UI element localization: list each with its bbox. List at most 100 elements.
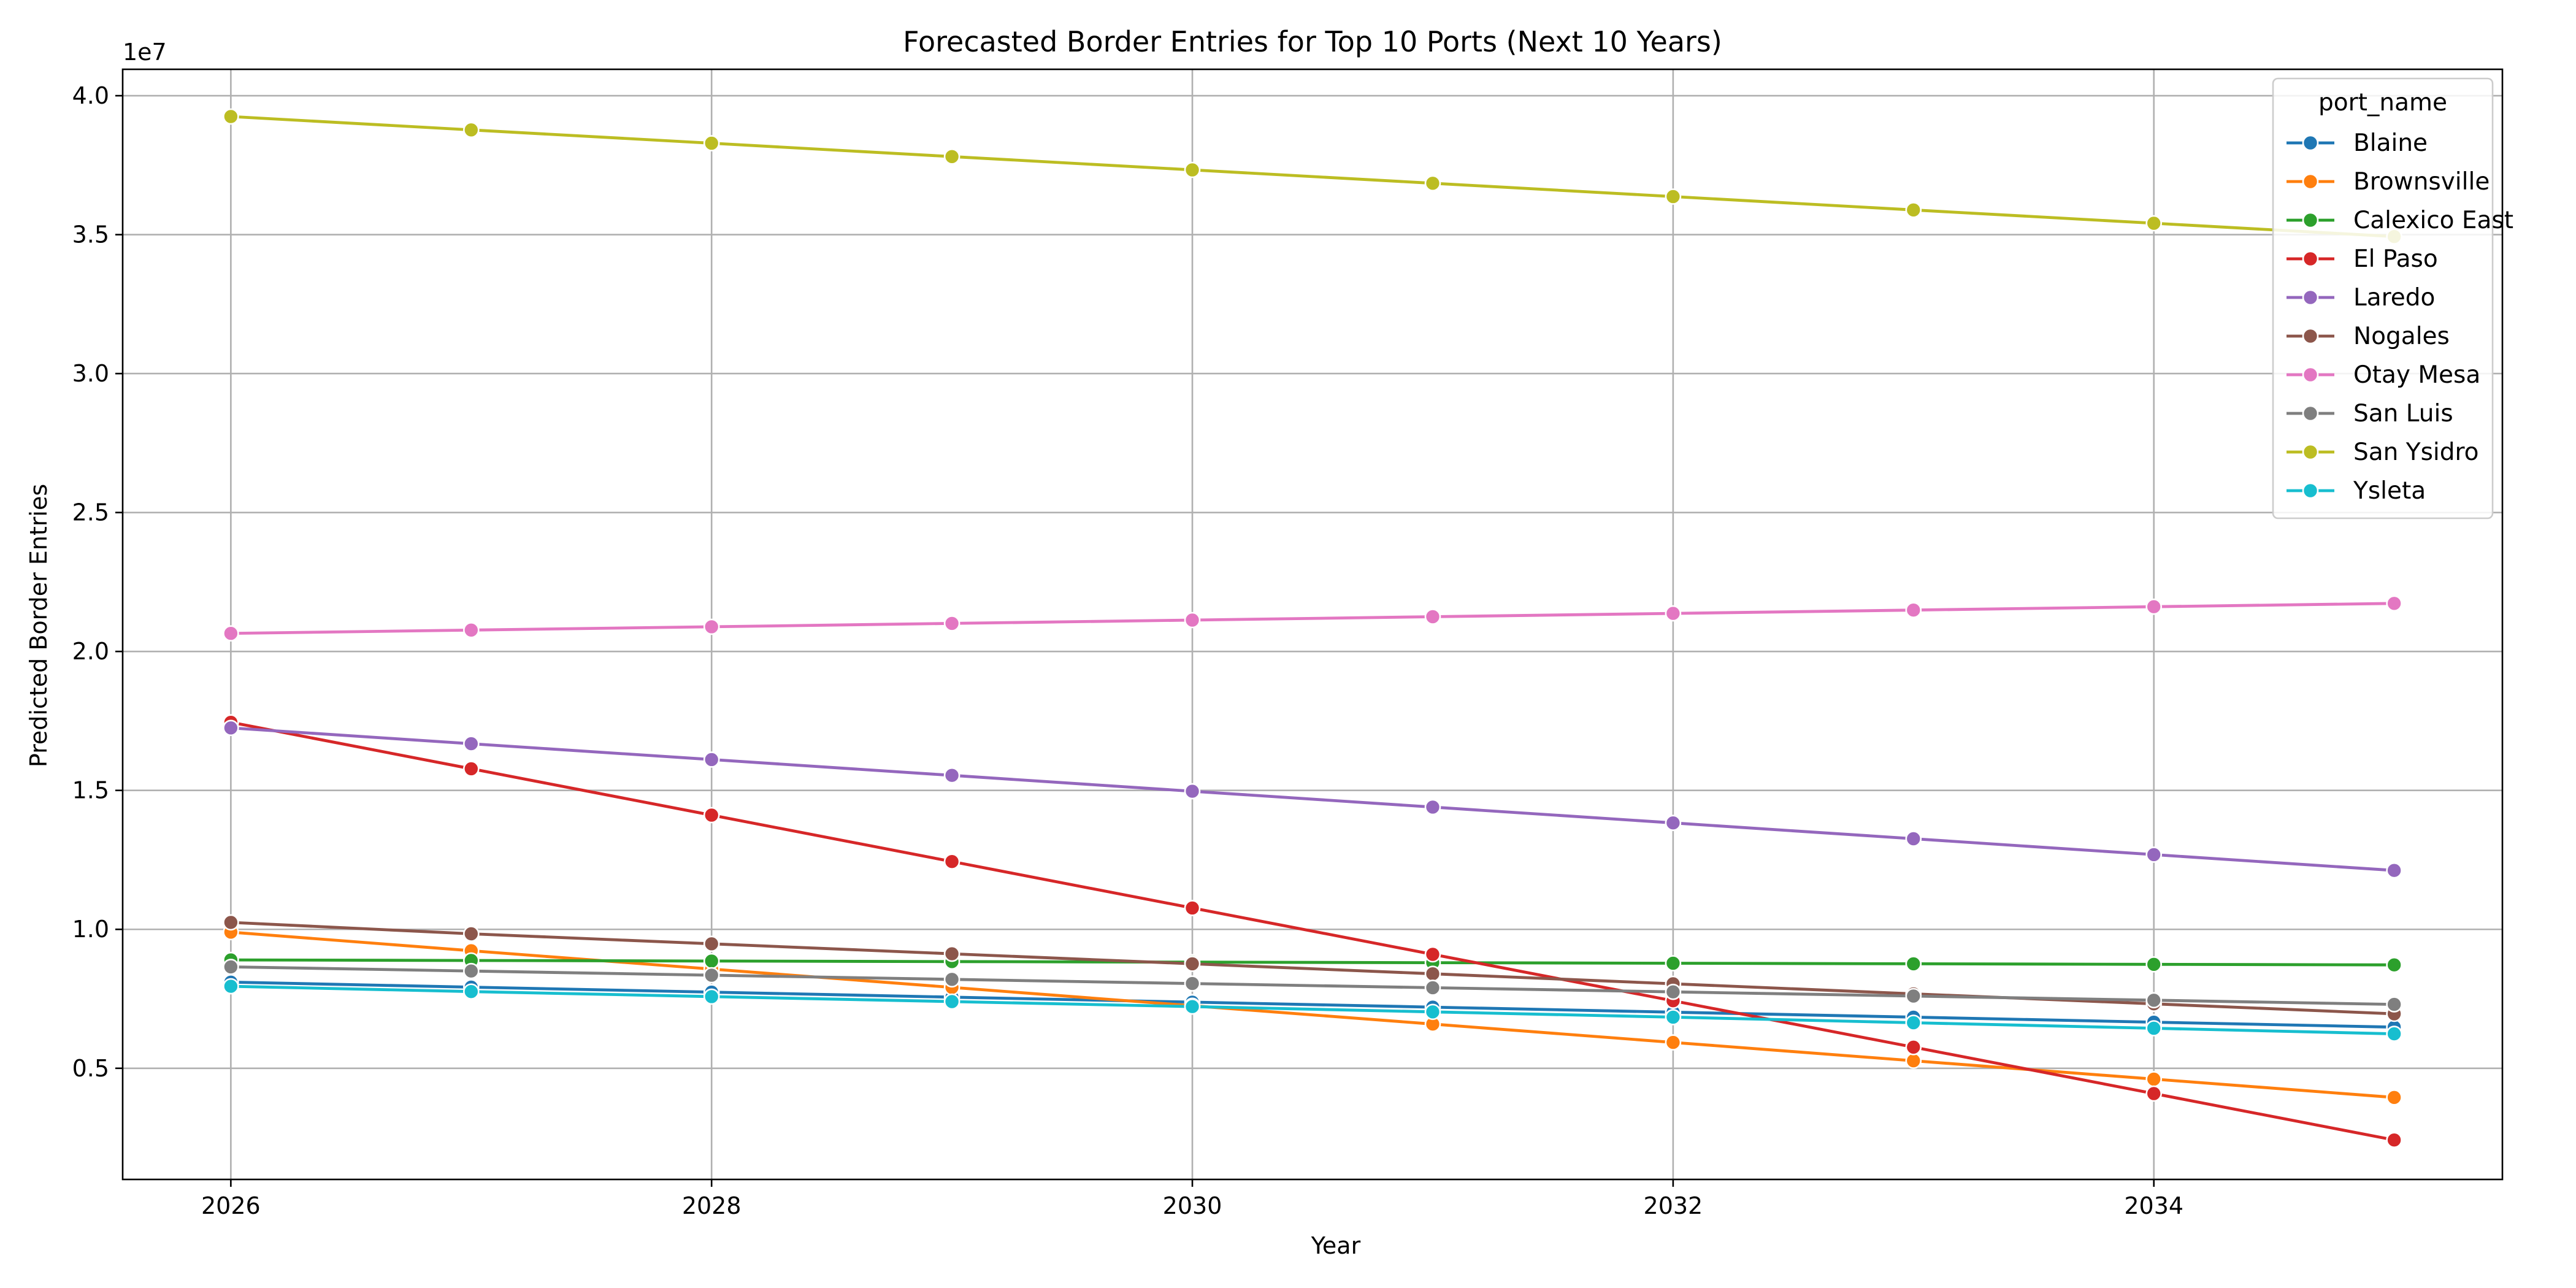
legend-swatch-marker-ysleta [2302,482,2319,499]
legend-label-el-paso: El Paso [2353,245,2438,273]
data-point-ysleta [1665,1009,1682,1025]
data-point-otay-mesa [2145,598,2162,615]
data-point-el-paso [462,761,480,777]
data-point-brownsville [1665,1034,1682,1051]
data-point-laredo [223,719,239,737]
data-point-san-ysidro [2145,215,2162,232]
data-point-ysleta [1905,1014,1922,1031]
data-point-san-ysidro [223,108,239,125]
legend-swatch-marker-brownsville [2302,173,2319,190]
data-point-san-luis [2386,996,2402,1013]
y-axis-offset-label: 1e7 [123,39,167,66]
y-tick-label: 2.0 [72,638,109,665]
legend-label-brownsville: Brownsville [2353,168,2490,196]
data-point-san-ysidro [703,135,720,151]
series-line-san-luis [229,965,2396,1006]
data-point-brownsville [1905,1052,1922,1069]
plot-frame [121,68,2504,1181]
series-line-calexico-east [229,958,2396,967]
data-point-otay-mesa [703,618,720,635]
legend-swatch-marker-san-ysidro [2302,443,2319,461]
data-point-laredo [1184,783,1201,800]
data-point-otay-mesa [2386,595,2402,612]
data-points [223,108,2402,1148]
data-point-el-paso [1424,946,1441,963]
chart-title: Forecasted Border Entries for Top 10 Por… [903,25,1722,58]
series-line-el-paso [229,721,2396,1142]
data-point-el-paso [2145,1085,2162,1102]
legend-label-calexico-east: Calexico East [2353,207,2513,234]
data-point-san-luis [1184,975,1201,992]
legend-label-laredo: Laredo [2353,284,2435,312]
legend: port_name Blaine Brownsville Calexico East E… [2272,77,2513,519]
data-point-el-paso [943,853,960,870]
data-point-san-luis [1665,983,1682,1000]
data-point-otay-mesa [1184,611,1201,629]
data-point-nogales [703,935,720,953]
data-point-san-ysidro [1424,175,1441,192]
legend-label-san-ysidro: San Ysidro [2353,439,2479,466]
x-tick-label: 2034 [2124,1192,2183,1219]
x-axis-ticks: 2026 2028 2030 2032 2034 [201,1179,2183,1219]
data-point-san-luis [943,971,960,988]
data-point-san-ysidro [1905,201,1922,218]
data-point-ysleta [1184,998,1201,1015]
y-tick-label: 0.5 [72,1055,109,1082]
data-point-otay-mesa [943,615,960,632]
legend-swatch-marker-otay-mesa [2302,366,2319,383]
data-point-san-ysidro [943,148,960,165]
data-point-otay-mesa [1905,602,1922,619]
legend-swatch-marker-nogales [2302,328,2319,345]
legend-label-blaine: Blaine [2353,129,2428,157]
series-line-otay-mesa [229,602,2396,635]
legend-label-san-luis: San Luis [2353,400,2453,427]
legend-swatch-marker-calexico-east [2302,212,2319,229]
data-point-el-paso [703,807,720,824]
data-point-calexico-east [2386,956,2402,973]
legend-label-otay-mesa: Otay Mesa [2353,361,2480,389]
y-axis-ticks: 0.5 1.0 1.5 2.0 2.5 3.0 3.5 4.0 [72,82,123,1082]
data-point-otay-mesa [462,622,480,638]
data-point-calexico-east [703,953,720,970]
data-point-ysleta [2386,1025,2402,1042]
y-tick-label: 2.5 [72,499,109,526]
x-tick-label: 2028 [682,1192,742,1219]
x-tick-label: 2030 [1163,1192,1222,1219]
data-point-laredo [1424,799,1441,816]
data-point-nogales [1184,956,1201,972]
data-point-nogales [462,926,480,942]
legend-swatch-marker-blaine [2302,134,2319,151]
data-point-nogales [943,945,960,962]
data-point-nogales [223,914,239,931]
data-point-laredo [2145,846,2162,863]
series-line-blaine [229,980,2396,1029]
legend-title: port_name [2318,89,2447,117]
legend-box [2272,77,2494,519]
data-point-calexico-east [1665,955,1682,972]
x-tick-label: 2026 [201,1192,261,1219]
data-point-calexico-east [2145,956,2162,973]
data-point-otay-mesa [1665,605,1682,622]
data-point-brownsville [2386,1089,2402,1106]
x-tick-label: 2032 [1644,1192,1703,1219]
data-point-calexico-east [1905,956,1922,972]
series-line-ysleta [229,984,2396,1035]
y-tick-label: 3.5 [72,221,109,248]
data-point-san-luis [2145,992,2162,1009]
data-point-laredo [462,735,480,752]
data-point-otay-mesa [1424,608,1441,625]
data-point-ysleta [1424,1003,1441,1021]
data-point-otay-mesa [223,625,239,642]
y-tick-label: 3.0 [72,360,109,387]
series-line-laredo [229,726,2396,872]
data-point-brownsville [2145,1071,2162,1087]
x-axis-label: Year [1311,1232,1361,1259]
y-tick-label: 1.5 [72,777,109,804]
y-tick-label: 4.0 [72,82,109,109]
data-point-san-luis [462,962,480,979]
y-tick-label: 1.0 [72,916,109,943]
data-point-ysleta [223,978,239,995]
series-line-san-ysidro [229,115,2396,239]
